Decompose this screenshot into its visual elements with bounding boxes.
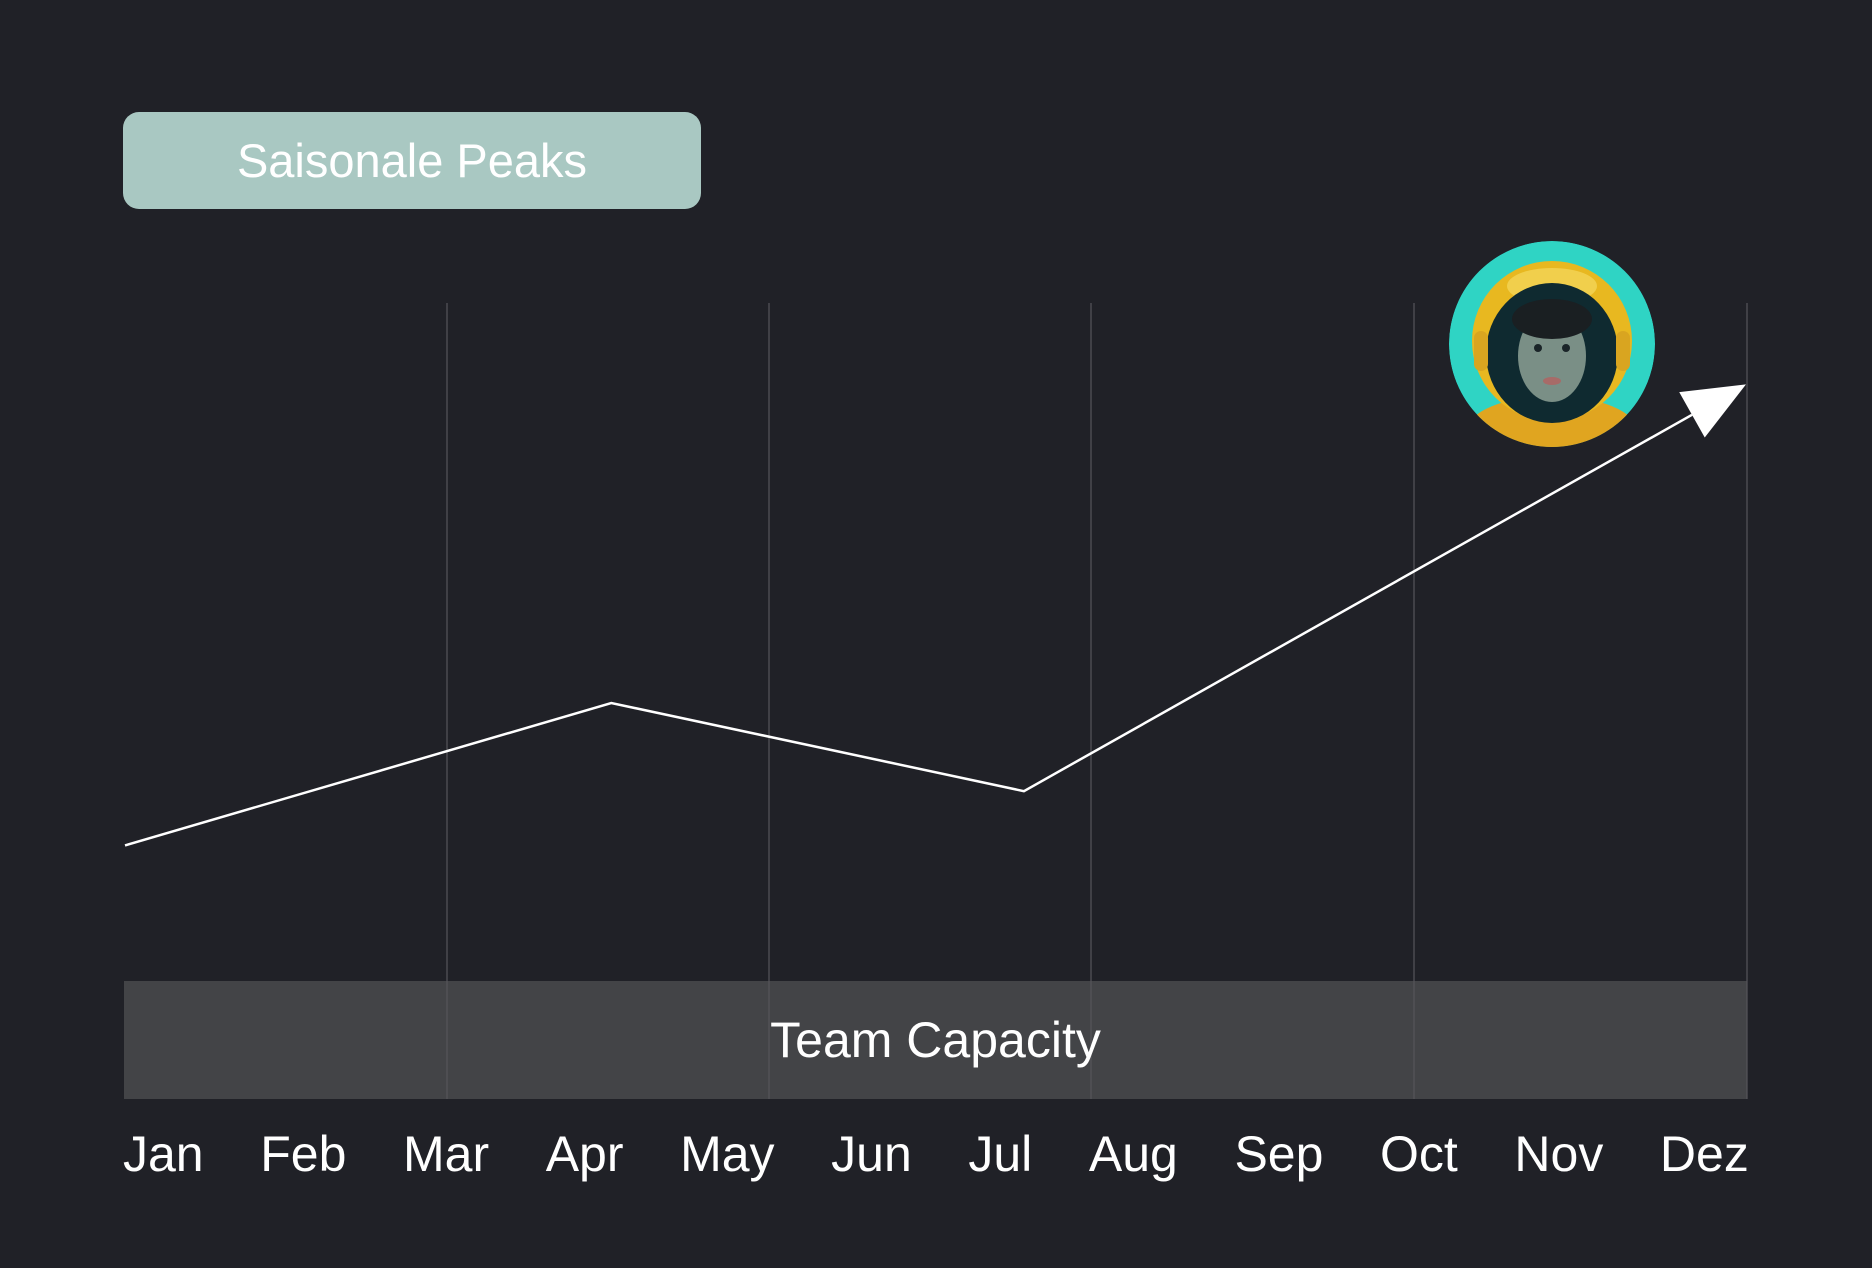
x-tick-label: Feb <box>260 1126 347 1182</box>
x-axis-labels: Jan Feb Mar Apr May Jun Jul Aug Sep Oct Nov Dez <box>123 1125 1749 1183</box>
x-tick-label: Jul <box>968 1126 1033 1182</box>
x-tick-label: Mar <box>402 1126 490 1182</box>
x-tick-label: Nov <box>1514 1126 1604 1182</box>
x-tick-label: May <box>680 1126 775 1182</box>
series-line <box>124 413 1693 847</box>
x-tick-label: Sep <box>1234 1126 1324 1182</box>
astronaut-avatar-icon <box>1449 241 1655 447</box>
x-tick-label: Apr <box>545 1126 624 1182</box>
x-tick-label: Aug <box>1088 1126 1178 1182</box>
chart-title-badge: Saisonale Peaks <box>123 112 701 209</box>
arrowhead-icon <box>1679 384 1746 438</box>
x-tick-label: Jan <box>123 1126 204 1182</box>
team-capacity-band <box>124 981 1747 1099</box>
x-tick-label: Oct <box>1380 1126 1458 1182</box>
x-tick-label: Dez <box>1659 1126 1749 1182</box>
x-tick-label: Jun <box>831 1126 912 1182</box>
